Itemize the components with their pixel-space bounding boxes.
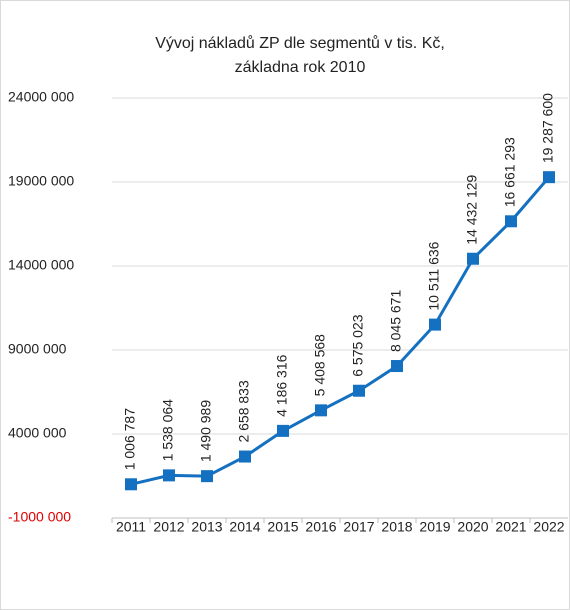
data-label: 1 538 064 [160, 399, 176, 461]
y-tick-label: 24000 000 [8, 89, 74, 105]
y-tick-label: 4000 000 [8, 425, 67, 441]
x-tick-label: 2013 [191, 519, 222, 535]
data-label: 1 490 989 [198, 400, 214, 462]
marker [163, 469, 175, 482]
marker [125, 478, 137, 491]
marker [315, 404, 327, 417]
chart-title: základna rok 2010 [235, 59, 366, 76]
x-tick-label: 2019 [419, 519, 450, 535]
x-tick-label: 2018 [381, 519, 412, 535]
x-tick-label: 2021 [495, 519, 526, 535]
chart-title: Vývoj nákladů ZP dle segmentů v tis. Kč, [155, 34, 445, 52]
y-tick-label: 19000 000 [8, 173, 74, 189]
marker [467, 252, 479, 265]
marker [277, 424, 289, 437]
x-tick-label: 2022 [533, 519, 564, 535]
y-tick-label: 9000 000 [8, 341, 67, 357]
marker [239, 450, 251, 463]
data-label: 10 511 636 [426, 241, 442, 310]
marker [429, 318, 441, 331]
x-tick-label: 2014 [229, 519, 260, 535]
data-label: 14 432 129 [464, 174, 480, 244]
x-tick-label: 2017 [343, 519, 374, 535]
x-tick-label: 2016 [305, 519, 336, 535]
data-label: 16 661 293 [502, 137, 518, 207]
marker [505, 215, 517, 228]
data-label: 4 186 316 [274, 354, 290, 416]
data-label: 1 006 787 [122, 408, 138, 470]
marker [353, 384, 365, 397]
marker [201, 470, 213, 483]
data-label: 5 408 568 [312, 334, 328, 396]
data-label: 6 575 023 [350, 314, 366, 376]
x-tick-label: 2012 [153, 519, 184, 535]
line [130, 176, 551, 486]
y-tick-label: -1000 000 [8, 509, 71, 525]
marker [543, 171, 555, 184]
data-label: 19 287 600 [540, 93, 556, 163]
data-label: 8 045 671 [388, 290, 404, 352]
x-tick-label: 2011 [116, 519, 146, 535]
x-tick-label: 2015 [267, 519, 298, 535]
x-tick-label: 2020 [457, 519, 488, 535]
y-tick-label: 14000 000 [8, 257, 74, 273]
data-label: 2 658 833 [236, 380, 252, 442]
marker [391, 360, 403, 373]
